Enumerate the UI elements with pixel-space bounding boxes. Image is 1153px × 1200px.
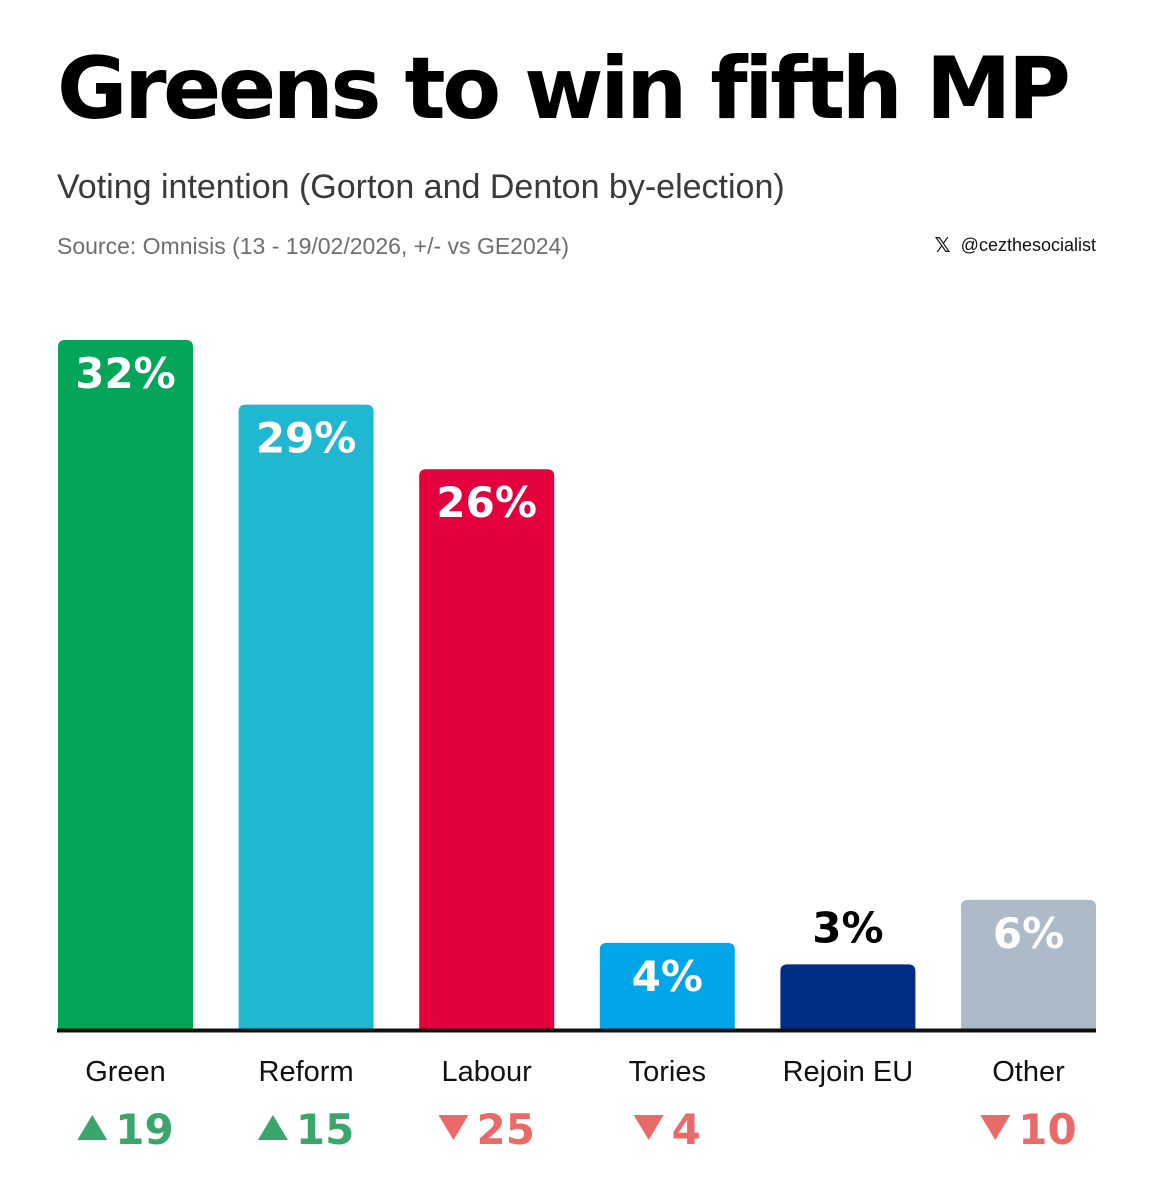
category-label-other: Other bbox=[992, 1056, 1065, 1088]
down-triangle-icon-labour bbox=[438, 1115, 469, 1140]
x-logo-icon: 𝕏 bbox=[934, 233, 951, 257]
up-triangle-icon-reform bbox=[257, 1115, 288, 1140]
category-label-rejoin-eu: Rejoin EU bbox=[783, 1056, 914, 1088]
value-label-green: 32% bbox=[75, 349, 176, 398]
down-triangle-icon-tories bbox=[633, 1115, 664, 1140]
value-label-rejoin-eu: 3% bbox=[812, 903, 883, 952]
chart-subtitle: Voting intention (Gorton and Denton by-e… bbox=[57, 168, 785, 206]
value-label-labour: 26% bbox=[436, 478, 537, 527]
up-triangle-icon-green bbox=[77, 1115, 108, 1140]
change-value-tories: 4 bbox=[672, 1105, 701, 1154]
change-value-reform: 15 bbox=[296, 1105, 354, 1154]
down-triangle-icon-other bbox=[980, 1115, 1011, 1140]
bar-rejoin-eu bbox=[780, 964, 916, 1029]
handle-text: @cezthesocialist bbox=[960, 234, 1096, 255]
source-note: Source: Omnisis (13 - 19/02/2026, +/- vs… bbox=[57, 233, 569, 259]
category-label-labour: Labour bbox=[442, 1056, 533, 1088]
change-value-other: 10 bbox=[1018, 1105, 1076, 1154]
change-value-labour: 25 bbox=[476, 1105, 534, 1154]
bar-reform bbox=[238, 404, 374, 1029]
bar-other bbox=[961, 899, 1096, 1029]
bar-green bbox=[58, 340, 193, 1029]
value-label-reform: 29% bbox=[256, 414, 357, 463]
bar-tories bbox=[599, 942, 735, 1029]
category-label-tories: Tories bbox=[629, 1056, 706, 1088]
value-label-other: 6% bbox=[993, 909, 1064, 958]
social-handle: 𝕏 @cezthesocialist bbox=[935, 233, 1096, 257]
bar-labour bbox=[419, 469, 555, 1029]
chart-title: Greens to win fifth MP bbox=[57, 39, 1071, 139]
category-label-green: Green bbox=[85, 1056, 166, 1088]
category-label-reform: Reform bbox=[259, 1056, 354, 1088]
value-label-tories: 4% bbox=[632, 952, 703, 1001]
change-value-green: 19 bbox=[115, 1105, 173, 1154]
